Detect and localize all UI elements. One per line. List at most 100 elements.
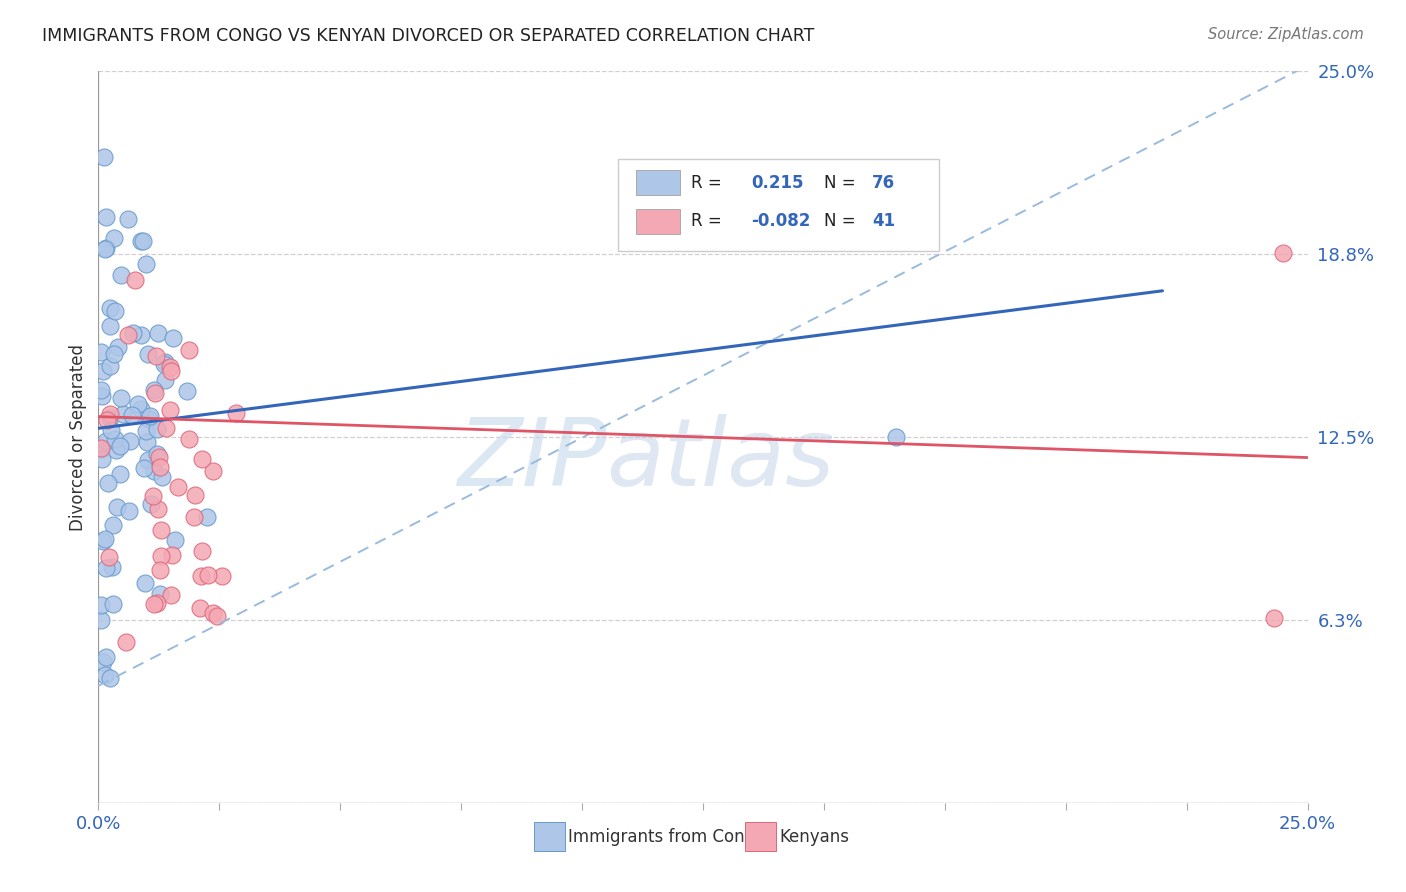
Point bbox=[117, 327, 139, 342]
Point bbox=[98, 411, 121, 425]
Point bbox=[108, 467, 131, 481]
Point bbox=[205, 608, 228, 623]
Point bbox=[104, 304, 127, 318]
Point bbox=[167, 480, 190, 494]
Point bbox=[94, 532, 117, 546]
Point bbox=[179, 343, 201, 357]
Point bbox=[90, 384, 112, 398]
Point bbox=[100, 671, 122, 685]
Text: -0.082: -0.082 bbox=[751, 212, 811, 230]
Text: 0.215: 0.215 bbox=[751, 174, 804, 192]
Point bbox=[118, 503, 141, 517]
Point bbox=[150, 469, 173, 483]
Point bbox=[110, 439, 132, 453]
Point bbox=[101, 597, 124, 611]
Point bbox=[150, 549, 173, 564]
Point bbox=[150, 523, 173, 537]
Point bbox=[96, 412, 118, 426]
Point bbox=[886, 430, 908, 444]
Point bbox=[191, 543, 214, 558]
Point bbox=[1263, 611, 1285, 625]
Point bbox=[148, 563, 170, 577]
Point bbox=[111, 407, 134, 421]
Point bbox=[107, 340, 129, 354]
Point bbox=[201, 606, 224, 620]
Text: ZIP: ZIP bbox=[457, 414, 606, 505]
Point bbox=[93, 150, 115, 164]
Point bbox=[135, 257, 157, 271]
Point bbox=[143, 383, 166, 397]
Point bbox=[162, 331, 184, 345]
Point bbox=[105, 500, 128, 514]
Point bbox=[159, 403, 181, 417]
Point bbox=[155, 421, 177, 435]
Point bbox=[143, 385, 166, 400]
Point bbox=[98, 319, 121, 334]
Point bbox=[121, 408, 143, 422]
FancyBboxPatch shape bbox=[637, 209, 681, 234]
Point bbox=[115, 635, 138, 649]
Point bbox=[138, 409, 160, 424]
Text: N =: N = bbox=[824, 212, 855, 230]
Point bbox=[159, 360, 181, 375]
Point bbox=[135, 425, 157, 439]
Point bbox=[90, 441, 112, 455]
Point bbox=[162, 548, 184, 562]
Point bbox=[110, 268, 132, 282]
Point bbox=[148, 450, 170, 465]
Text: IMMIGRANTS FROM CONGO VS KENYAN DIVORCED OR SEPARATED CORRELATION CHART: IMMIGRANTS FROM CONGO VS KENYAN DIVORCED… bbox=[42, 27, 814, 45]
Point bbox=[100, 423, 122, 437]
Point bbox=[103, 231, 125, 245]
Point bbox=[132, 461, 155, 475]
Point bbox=[90, 613, 112, 627]
Point bbox=[94, 434, 117, 449]
Point bbox=[145, 350, 167, 364]
Point bbox=[94, 649, 117, 664]
Text: R =: R = bbox=[690, 174, 721, 192]
Text: Source: ZipAtlas.com: Source: ZipAtlas.com bbox=[1208, 27, 1364, 42]
Point bbox=[138, 412, 160, 426]
Point bbox=[93, 533, 115, 548]
Text: Immigrants from Congo: Immigrants from Congo bbox=[568, 828, 765, 846]
Point bbox=[195, 510, 218, 524]
Point bbox=[159, 589, 181, 603]
Point bbox=[90, 599, 112, 613]
Point bbox=[197, 568, 219, 582]
Point bbox=[97, 475, 120, 490]
Point bbox=[101, 517, 124, 532]
FancyBboxPatch shape bbox=[619, 159, 939, 251]
Point bbox=[1272, 245, 1295, 260]
Point bbox=[136, 453, 159, 467]
Point bbox=[127, 397, 149, 411]
Point bbox=[211, 569, 233, 583]
Point bbox=[90, 345, 112, 359]
Point bbox=[160, 364, 183, 378]
Point bbox=[94, 210, 117, 224]
Point bbox=[136, 347, 159, 361]
Point bbox=[146, 422, 169, 436]
Text: Kenyans: Kenyans bbox=[779, 828, 849, 846]
Point bbox=[117, 211, 139, 226]
Point bbox=[129, 328, 152, 343]
Point bbox=[122, 326, 145, 340]
Point bbox=[129, 235, 152, 249]
Point bbox=[176, 384, 198, 398]
Point bbox=[188, 601, 211, 615]
Point bbox=[190, 569, 212, 583]
Point bbox=[225, 406, 247, 420]
Point bbox=[139, 497, 162, 511]
Text: atlas: atlas bbox=[606, 414, 835, 505]
Point bbox=[97, 549, 120, 564]
Point bbox=[104, 443, 127, 458]
Point bbox=[146, 596, 169, 610]
Point bbox=[101, 560, 124, 574]
Point bbox=[153, 373, 176, 387]
Point bbox=[153, 354, 176, 368]
Point bbox=[143, 597, 166, 611]
Point bbox=[148, 326, 170, 341]
Point bbox=[98, 407, 121, 421]
Point bbox=[142, 464, 165, 478]
Point bbox=[183, 509, 205, 524]
Point bbox=[191, 451, 214, 466]
Point bbox=[110, 391, 132, 405]
